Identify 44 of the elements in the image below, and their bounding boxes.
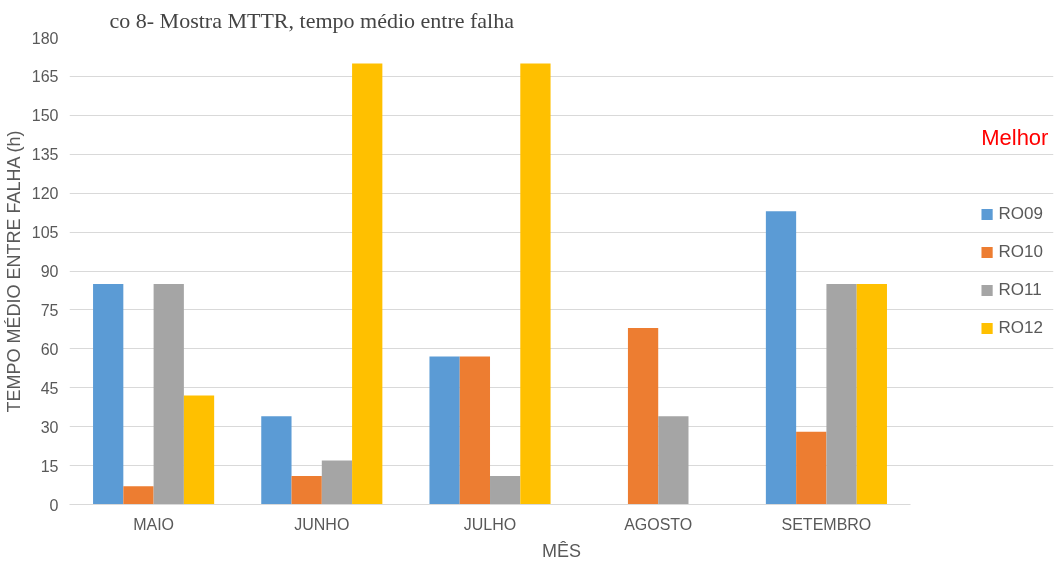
y-axis-title: TEMPO MÉDIO ENTRE FALHA (h) xyxy=(3,130,24,413)
y-tick-label: 15 xyxy=(40,457,59,475)
bar xyxy=(856,283,887,505)
legend-label: RO12 xyxy=(998,317,1043,338)
y-tick-label: 165 xyxy=(31,68,59,86)
bar xyxy=(153,283,184,505)
y-tick-label: 90 xyxy=(40,263,59,280)
legend-label: RO09 xyxy=(998,203,1043,224)
x-tick-label: MAIO xyxy=(133,515,175,533)
x-tick-label: JUNHO xyxy=(294,515,350,533)
bar xyxy=(321,460,353,505)
bar xyxy=(658,416,689,505)
y-tick-label: 180 xyxy=(31,29,59,47)
y-tick-label: 45 xyxy=(40,379,59,397)
bar xyxy=(93,283,124,505)
y-tick-label: 120 xyxy=(31,185,59,203)
x-tick-label: AGOSTO xyxy=(624,515,693,533)
bar xyxy=(183,395,215,505)
y-tick-label: 150 xyxy=(31,107,59,125)
y-tick-label: 135 xyxy=(31,146,59,164)
legend-label: RO11 xyxy=(998,279,1042,300)
y-tick-label: 30 xyxy=(40,418,59,436)
bar xyxy=(123,486,154,505)
text: Melhor xyxy=(981,124,1049,150)
x-tick-label: SETEMBRO xyxy=(781,515,872,533)
bar xyxy=(459,356,491,505)
bar xyxy=(796,431,827,505)
bar xyxy=(352,63,383,505)
bar xyxy=(490,475,521,505)
bar xyxy=(429,356,460,505)
y-tick-label: 75 xyxy=(40,301,59,319)
chart-title: co 8- Mostra MTTR, tempo médio entre falha xyxy=(109,7,515,33)
y-tick-label: 0 xyxy=(49,496,59,514)
x-tick-label: JULHO xyxy=(463,515,517,533)
bar xyxy=(291,475,322,505)
y-tick-label: 60 xyxy=(40,340,59,358)
bar xyxy=(627,328,659,505)
x-axis-title: MÊS xyxy=(542,540,582,561)
legend-label: RO10 xyxy=(998,241,1043,262)
bar xyxy=(826,283,857,505)
y-tick-label: 105 xyxy=(31,224,59,242)
bar xyxy=(261,416,292,505)
bar xyxy=(765,211,797,505)
bar xyxy=(520,63,551,505)
